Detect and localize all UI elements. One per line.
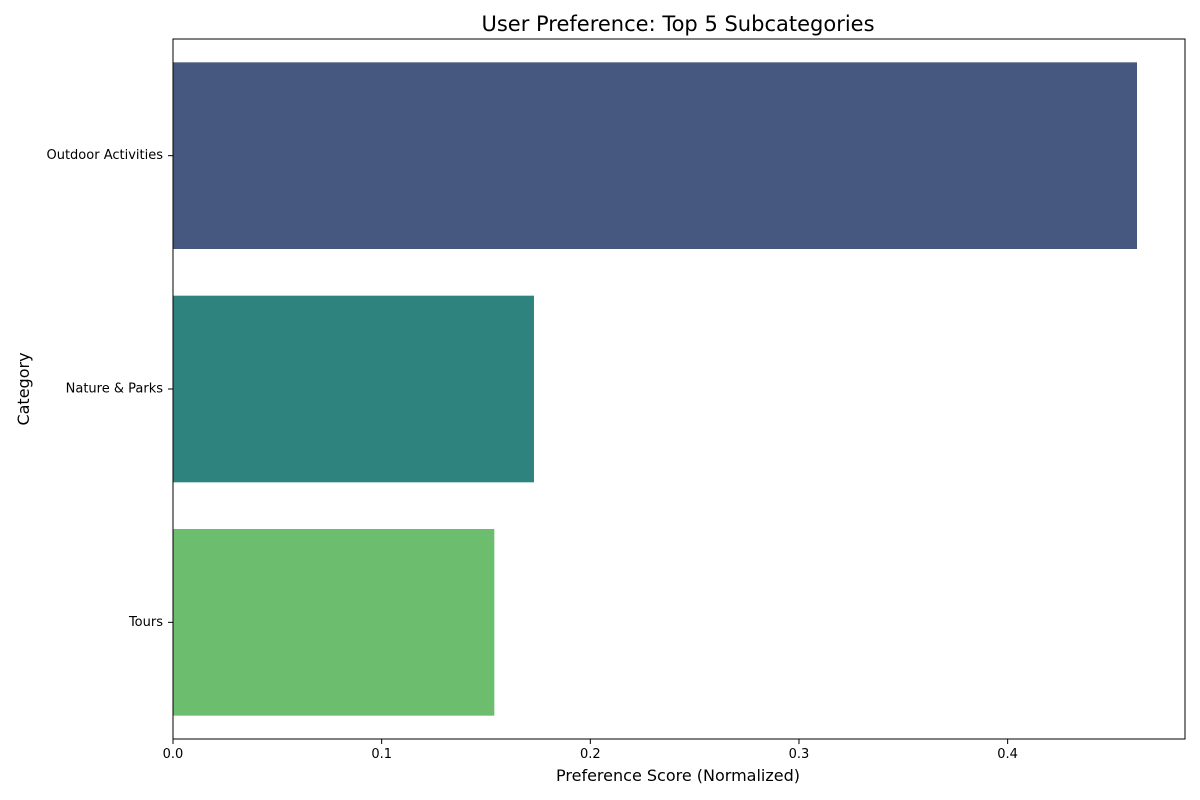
x-axis-label: Preference Score (Normalized) [556, 766, 800, 785]
bar-1 [173, 295, 534, 483]
bars-group [173, 62, 1138, 716]
chart-title: User Preference: Top 5 Subcategories [481, 12, 874, 36]
x-tick-label: 0.1 [371, 747, 392, 762]
x-tick-label: 0.3 [789, 747, 810, 762]
bar-2 [173, 529, 495, 716]
x-tick-label: 0.4 [997, 747, 1018, 762]
y-axis-label: Category [14, 352, 33, 425]
x-tick-label: 0.2 [580, 747, 601, 762]
bar-0 [173, 62, 1138, 250]
x-axis-ticks: 0.0 0.1 0.2 0.3 0.4 [163, 739, 1018, 762]
y-axis-ticks: Outdoor Activities Nature & Parks Tours [46, 148, 173, 630]
x-tick-label: 0.0 [163, 747, 184, 762]
y-tick-label: Nature & Parks [66, 382, 164, 397]
y-tick-label: Tours [128, 615, 163, 630]
y-tick-label: Outdoor Activities [46, 148, 163, 163]
